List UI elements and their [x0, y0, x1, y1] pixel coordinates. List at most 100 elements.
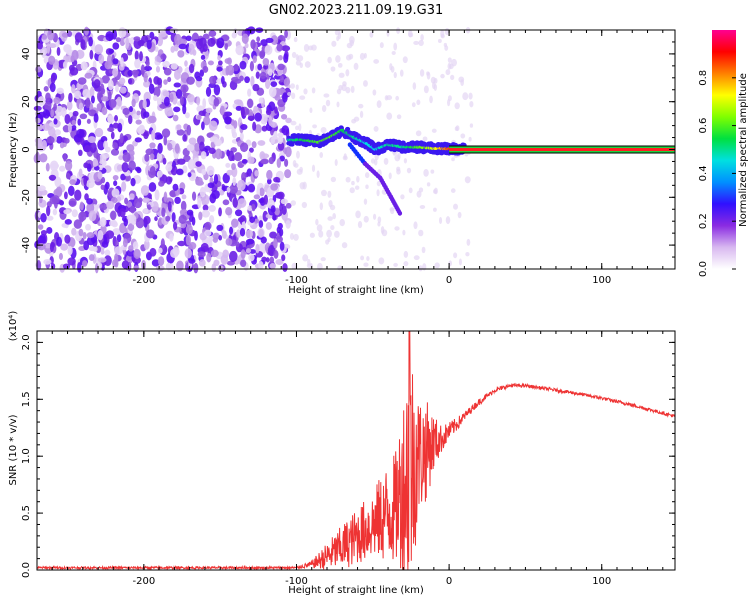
faint-blob	[334, 230, 340, 238]
faint-blob	[327, 56, 332, 64]
noise-blob	[36, 139, 43, 149]
noise-blob	[109, 220, 114, 227]
noise-blob	[212, 237, 219, 243]
noise-blob	[222, 199, 230, 206]
noise-blob	[41, 139, 47, 150]
noise-blob	[202, 98, 207, 109]
noise-blob	[167, 201, 172, 212]
noise-blob	[127, 50, 132, 56]
figure-title: GN02.2023.211.09.19.G31	[269, 3, 444, 18]
noise-blob	[185, 112, 190, 119]
faint-blob	[408, 32, 414, 38]
noise-blob	[55, 186, 63, 198]
noise-blob	[56, 236, 62, 247]
noise-blob	[185, 35, 192, 42]
noise-blob	[67, 30, 73, 37]
y-tick-label: 2.0	[21, 334, 32, 350]
faint-blob	[309, 232, 315, 238]
faint-blob	[451, 157, 455, 162]
noise-blob	[262, 58, 270, 66]
noise-blob	[149, 165, 156, 176]
faint-blob	[353, 62, 359, 70]
noise-blob	[62, 263, 71, 270]
noise-blob	[252, 55, 258, 64]
faint-blob	[466, 238, 471, 246]
faint-blob	[349, 39, 355, 47]
noise-blob	[169, 233, 174, 242]
noise-blob	[213, 84, 221, 96]
noise-blob	[275, 259, 284, 266]
noise-blob	[94, 165, 100, 171]
noise-blob	[64, 113, 71, 125]
noise-blob	[248, 254, 255, 262]
noise-blob	[171, 212, 176, 223]
faint-blob	[447, 57, 452, 63]
noise-blob	[205, 86, 212, 97]
noise-blob	[208, 120, 218, 131]
noise-blob	[241, 33, 249, 44]
noise-blob	[247, 88, 252, 97]
noise-blob	[144, 153, 150, 162]
noise-blob	[43, 258, 52, 265]
noise-blob	[165, 176, 173, 185]
y-tick-label: 0	[21, 146, 32, 152]
noise-blob	[149, 142, 156, 149]
y-tick-label: -20	[21, 189, 32, 205]
noise-blob	[270, 183, 279, 191]
noise-blob	[155, 66, 161, 73]
faint-blob	[327, 237, 331, 243]
noise-blob	[186, 76, 195, 85]
noise-blob	[56, 87, 64, 95]
faint-blob	[451, 58, 457, 67]
noise-blob	[128, 245, 134, 252]
noise-blob	[82, 88, 91, 98]
faint-blob	[366, 255, 370, 262]
faint-blob	[338, 72, 345, 78]
faint-blob	[415, 130, 422, 137]
noise-blob	[196, 96, 201, 106]
noise-blob	[156, 134, 164, 140]
noise-blob	[170, 248, 179, 258]
noise-blob	[216, 37, 225, 49]
noise-blob	[218, 235, 223, 241]
noise-blob	[87, 136, 96, 143]
faint-blob	[342, 155, 348, 161]
noise-blob	[172, 221, 178, 231]
noise-blob	[140, 64, 145, 75]
faint-blob	[391, 50, 396, 56]
faint-blob	[465, 251, 470, 257]
noise-blob	[278, 55, 283, 61]
x-tick-label: 0	[446, 275, 452, 286]
noise-blob	[263, 194, 269, 205]
faint-blob	[376, 180, 381, 187]
faint-blob	[384, 95, 389, 101]
noise-blob	[281, 254, 286, 262]
faint-blob	[291, 51, 297, 59]
noise-blob	[69, 179, 77, 185]
noise-blob	[231, 163, 236, 170]
noise-blob	[170, 46, 175, 53]
faint-blob	[334, 159, 338, 167]
faint-blob	[356, 175, 360, 183]
faint-blob	[431, 128, 437, 133]
noise-blob	[89, 49, 94, 60]
noise-blob	[204, 229, 212, 237]
faint-blob	[363, 198, 368, 205]
noise-blob	[208, 147, 216, 154]
faint-blob	[437, 38, 442, 44]
x-tick-label: -200	[132, 275, 155, 286]
faint-blob	[292, 159, 297, 168]
noise-blob	[172, 114, 179, 122]
noise-blob	[184, 248, 192, 259]
noise-blob	[140, 185, 150, 196]
noise-blob	[169, 93, 174, 103]
faint-blob	[345, 54, 352, 61]
noise-blob	[53, 103, 57, 111]
noise-blob	[116, 96, 122, 107]
faint-blob	[316, 170, 320, 178]
noise-blob	[269, 263, 277, 269]
noise-blob	[98, 54, 105, 64]
noise-blob	[79, 113, 88, 120]
noise-blob	[49, 160, 59, 172]
noise-blob	[270, 35, 279, 46]
